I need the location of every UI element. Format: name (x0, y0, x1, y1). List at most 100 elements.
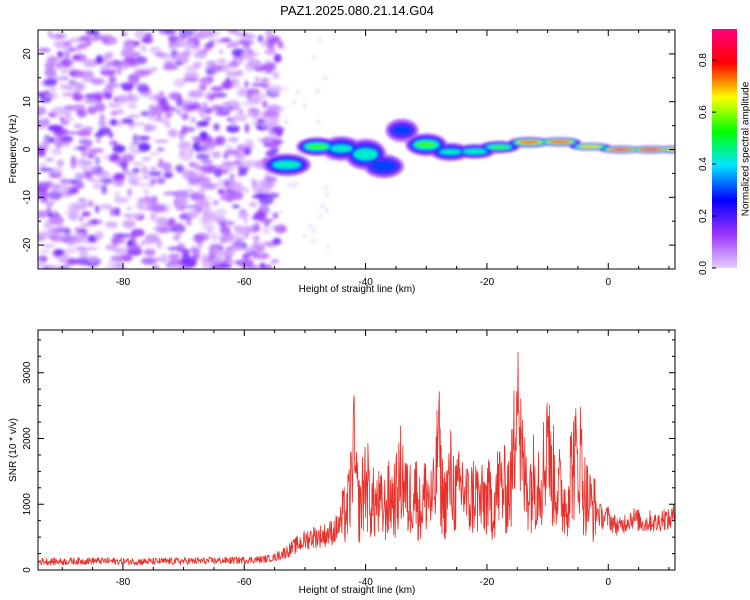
snr-panel: -80 -60 -40 -20 0 0 1000 2000 3000 Height of st… (8, 329, 676, 596)
noise-blob (308, 224, 313, 228)
noise-blob (211, 151, 221, 158)
noise-blob (119, 159, 129, 169)
noise-blob (79, 35, 91, 42)
noise-blob (163, 173, 174, 178)
noise-blob (252, 222, 261, 233)
x-tick-label: -40 (358, 277, 373, 288)
noise-blob (209, 265, 223, 269)
noise-blob (208, 64, 223, 72)
noise-blob (254, 76, 260, 82)
noise-blob (177, 248, 192, 254)
noise-blob (120, 237, 126, 245)
noise-blob (209, 39, 215, 45)
noise-blob (126, 244, 142, 251)
noise-blob (176, 228, 182, 236)
noise-blob (38, 48, 51, 53)
noise-blob (94, 204, 100, 214)
noise-blob (220, 80, 234, 90)
noise-blob (162, 64, 179, 71)
noise-blob (48, 136, 56, 144)
noise-blob (291, 184, 296, 188)
noise-blob (155, 216, 168, 225)
noise-blob (195, 200, 203, 205)
noise-blob (302, 104, 307, 108)
y-tick-label: 1000 (22, 493, 33, 516)
noise-blob (196, 153, 210, 160)
noise-blob (133, 149, 143, 154)
noise-blob (39, 168, 54, 172)
noise-blob (219, 49, 224, 54)
x-tick-label: -80 (116, 577, 131, 588)
noise-blob (237, 210, 249, 220)
noise-blob (95, 156, 100, 166)
noise-blob (262, 228, 271, 235)
noise-blob (239, 208, 246, 214)
noise-blob (234, 103, 240, 112)
noise-blob (157, 227, 169, 233)
noise-blob (152, 264, 160, 269)
figure-title: PAZ1.2025.080.21.14.G04 (280, 3, 434, 18)
noise-blob (226, 259, 235, 264)
noise-blob (114, 207, 121, 217)
noise-blob (148, 170, 162, 177)
x-tick-label: -20 (480, 277, 495, 288)
noise-blob (284, 87, 289, 91)
noise-blob (62, 187, 67, 197)
noise-blob (249, 144, 255, 148)
noise-blob (317, 39, 322, 43)
noise-blob (248, 201, 258, 208)
noise-blob (199, 113, 205, 118)
noise-blob (228, 136, 239, 143)
noise-blob (151, 107, 164, 115)
noise-blob (53, 40, 67, 47)
noise-blob (143, 124, 153, 133)
noise-blob (181, 113, 189, 121)
noise-blob (234, 159, 242, 165)
noise-blob (240, 225, 254, 234)
noise-blob (112, 144, 126, 153)
x-tick-label: -60 (237, 577, 252, 588)
noise-blob (78, 216, 84, 222)
noise-blob (203, 206, 212, 212)
noise-blob (137, 56, 148, 65)
noise-blob (259, 139, 274, 143)
noise-blob (110, 119, 118, 126)
noise-blob (143, 248, 156, 256)
noise-blob (181, 125, 188, 135)
noise-blob (229, 178, 235, 185)
noise-blob (102, 92, 113, 100)
noise-blob (154, 139, 169, 143)
spectrogram-y-axis-label: Frequency (Hz) (8, 115, 19, 184)
noise-blob (200, 164, 215, 174)
noise-blob (87, 151, 97, 155)
noise-blob (247, 112, 255, 116)
noise-blob (214, 208, 228, 217)
noise-blob (91, 179, 104, 184)
noise-blob (167, 35, 179, 43)
noise-blob (73, 123, 83, 129)
noise-blob (210, 243, 223, 249)
noise-blob (47, 124, 63, 132)
noise-blob (121, 118, 134, 124)
signal-contour (640, 148, 661, 151)
noise-blob (213, 123, 220, 131)
noise-blob (105, 82, 119, 89)
noise-blob (311, 239, 315, 243)
noise-blob (252, 235, 260, 240)
noise-blob (264, 48, 277, 56)
noise-blob (82, 126, 94, 131)
noise-blob (263, 264, 273, 269)
noise-blob (204, 196, 212, 200)
noise-blob (107, 101, 117, 109)
noise-blob (150, 166, 156, 173)
noise-blob (320, 203, 325, 207)
noise-blob (261, 252, 269, 260)
snr-frame (37, 329, 676, 571)
noise-blob (292, 100, 297, 104)
noise-blobs (38, 30, 331, 269)
noise-blob (190, 116, 196, 124)
noise-blob (260, 122, 273, 127)
noise-blob (82, 165, 88, 172)
noise-blob (156, 162, 172, 169)
noise-blob (167, 190, 172, 196)
